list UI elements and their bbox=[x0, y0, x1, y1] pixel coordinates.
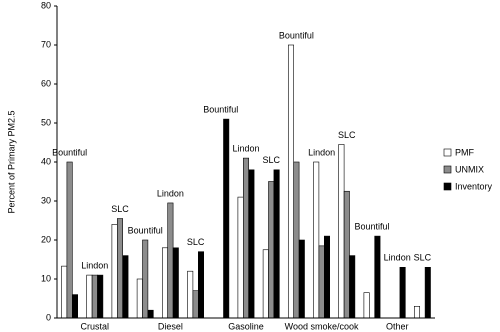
bar bbox=[268, 181, 275, 319]
subcategory-label: Bountiful bbox=[128, 225, 163, 235]
subcategory-label: SLC bbox=[414, 253, 432, 263]
bar bbox=[97, 274, 104, 319]
bar bbox=[248, 169, 255, 319]
subcategory-label: Bountiful bbox=[279, 30, 314, 40]
y-tick-label: 60 bbox=[41, 78, 51, 88]
subcategory-label: Lindon bbox=[157, 188, 184, 198]
x-tick-label: Wood smoke/cook bbox=[285, 321, 359, 331]
bar bbox=[187, 270, 194, 319]
bar bbox=[273, 169, 280, 319]
bar bbox=[323, 235, 330, 319]
bar bbox=[111, 224, 118, 319]
bar bbox=[318, 245, 325, 319]
x-tick-label: Gasoline bbox=[228, 321, 264, 331]
bar bbox=[298, 239, 305, 319]
y-tick-label: 20 bbox=[41, 234, 51, 244]
bar bbox=[198, 251, 205, 319]
x-tick-label: Crustal bbox=[81, 321, 110, 331]
bar bbox=[167, 202, 174, 319]
subcategory-label: Bountiful bbox=[354, 221, 389, 231]
x-tick-label: Diesel bbox=[158, 321, 183, 331]
bar bbox=[136, 278, 143, 319]
bar bbox=[142, 239, 149, 319]
subcategory-label: Lindon bbox=[81, 260, 108, 270]
y-tick-label: 70 bbox=[41, 39, 51, 49]
bar bbox=[86, 274, 93, 319]
subcategory-label: Bountiful bbox=[52, 147, 87, 157]
subcategory-label: Lindon bbox=[308, 147, 335, 157]
subcategory-label: Lindon bbox=[232, 143, 259, 153]
legend-label: UNMIX bbox=[455, 164, 484, 174]
bar bbox=[237, 196, 244, 319]
bar bbox=[349, 255, 356, 319]
legend-swatch bbox=[443, 165, 452, 174]
bar bbox=[61, 265, 68, 319]
bar bbox=[262, 249, 269, 319]
bar bbox=[172, 247, 179, 319]
subcategory-label: Bountiful bbox=[203, 104, 238, 114]
bar bbox=[192, 290, 199, 319]
x-tick-label: Other bbox=[386, 321, 409, 331]
subcategory-label: Lindon bbox=[384, 253, 411, 263]
bar bbox=[117, 218, 124, 319]
legend-swatch bbox=[443, 148, 452, 157]
legend-label: PMF bbox=[455, 147, 475, 157]
bar bbox=[293, 161, 300, 319]
bar bbox=[147, 309, 154, 319]
bar bbox=[424, 266, 431, 319]
bar bbox=[399, 266, 406, 319]
bar bbox=[162, 247, 169, 319]
y-tick-label: 40 bbox=[41, 156, 51, 166]
bar bbox=[243, 157, 250, 319]
subcategory-label: SLC bbox=[338, 130, 356, 140]
bar bbox=[287, 44, 294, 319]
y-tick-label: 50 bbox=[41, 117, 51, 127]
bar bbox=[122, 255, 129, 319]
subcategory-label: SLC bbox=[262, 155, 280, 165]
bar bbox=[363, 292, 370, 319]
bar bbox=[72, 294, 79, 319]
bar bbox=[338, 144, 345, 319]
bar bbox=[66, 161, 73, 319]
bar bbox=[413, 305, 420, 319]
y-tick-label: 30 bbox=[41, 195, 51, 205]
y-tick-label: 0 bbox=[46, 312, 51, 322]
legend-label: Inventory bbox=[455, 181, 493, 191]
bar bbox=[343, 190, 350, 319]
y-axis-label: Percent of Primary PM2.5 bbox=[6, 110, 16, 213]
y-tick-label: 80 bbox=[41, 0, 51, 10]
bar bbox=[223, 118, 230, 319]
bar bbox=[91, 274, 98, 319]
bar bbox=[374, 235, 381, 319]
y-tick-label: 10 bbox=[41, 273, 51, 283]
legend-swatch bbox=[443, 182, 452, 191]
subcategory-label: SLC bbox=[111, 204, 129, 214]
subcategory-label: SLC bbox=[187, 237, 205, 247]
bar bbox=[313, 161, 320, 319]
